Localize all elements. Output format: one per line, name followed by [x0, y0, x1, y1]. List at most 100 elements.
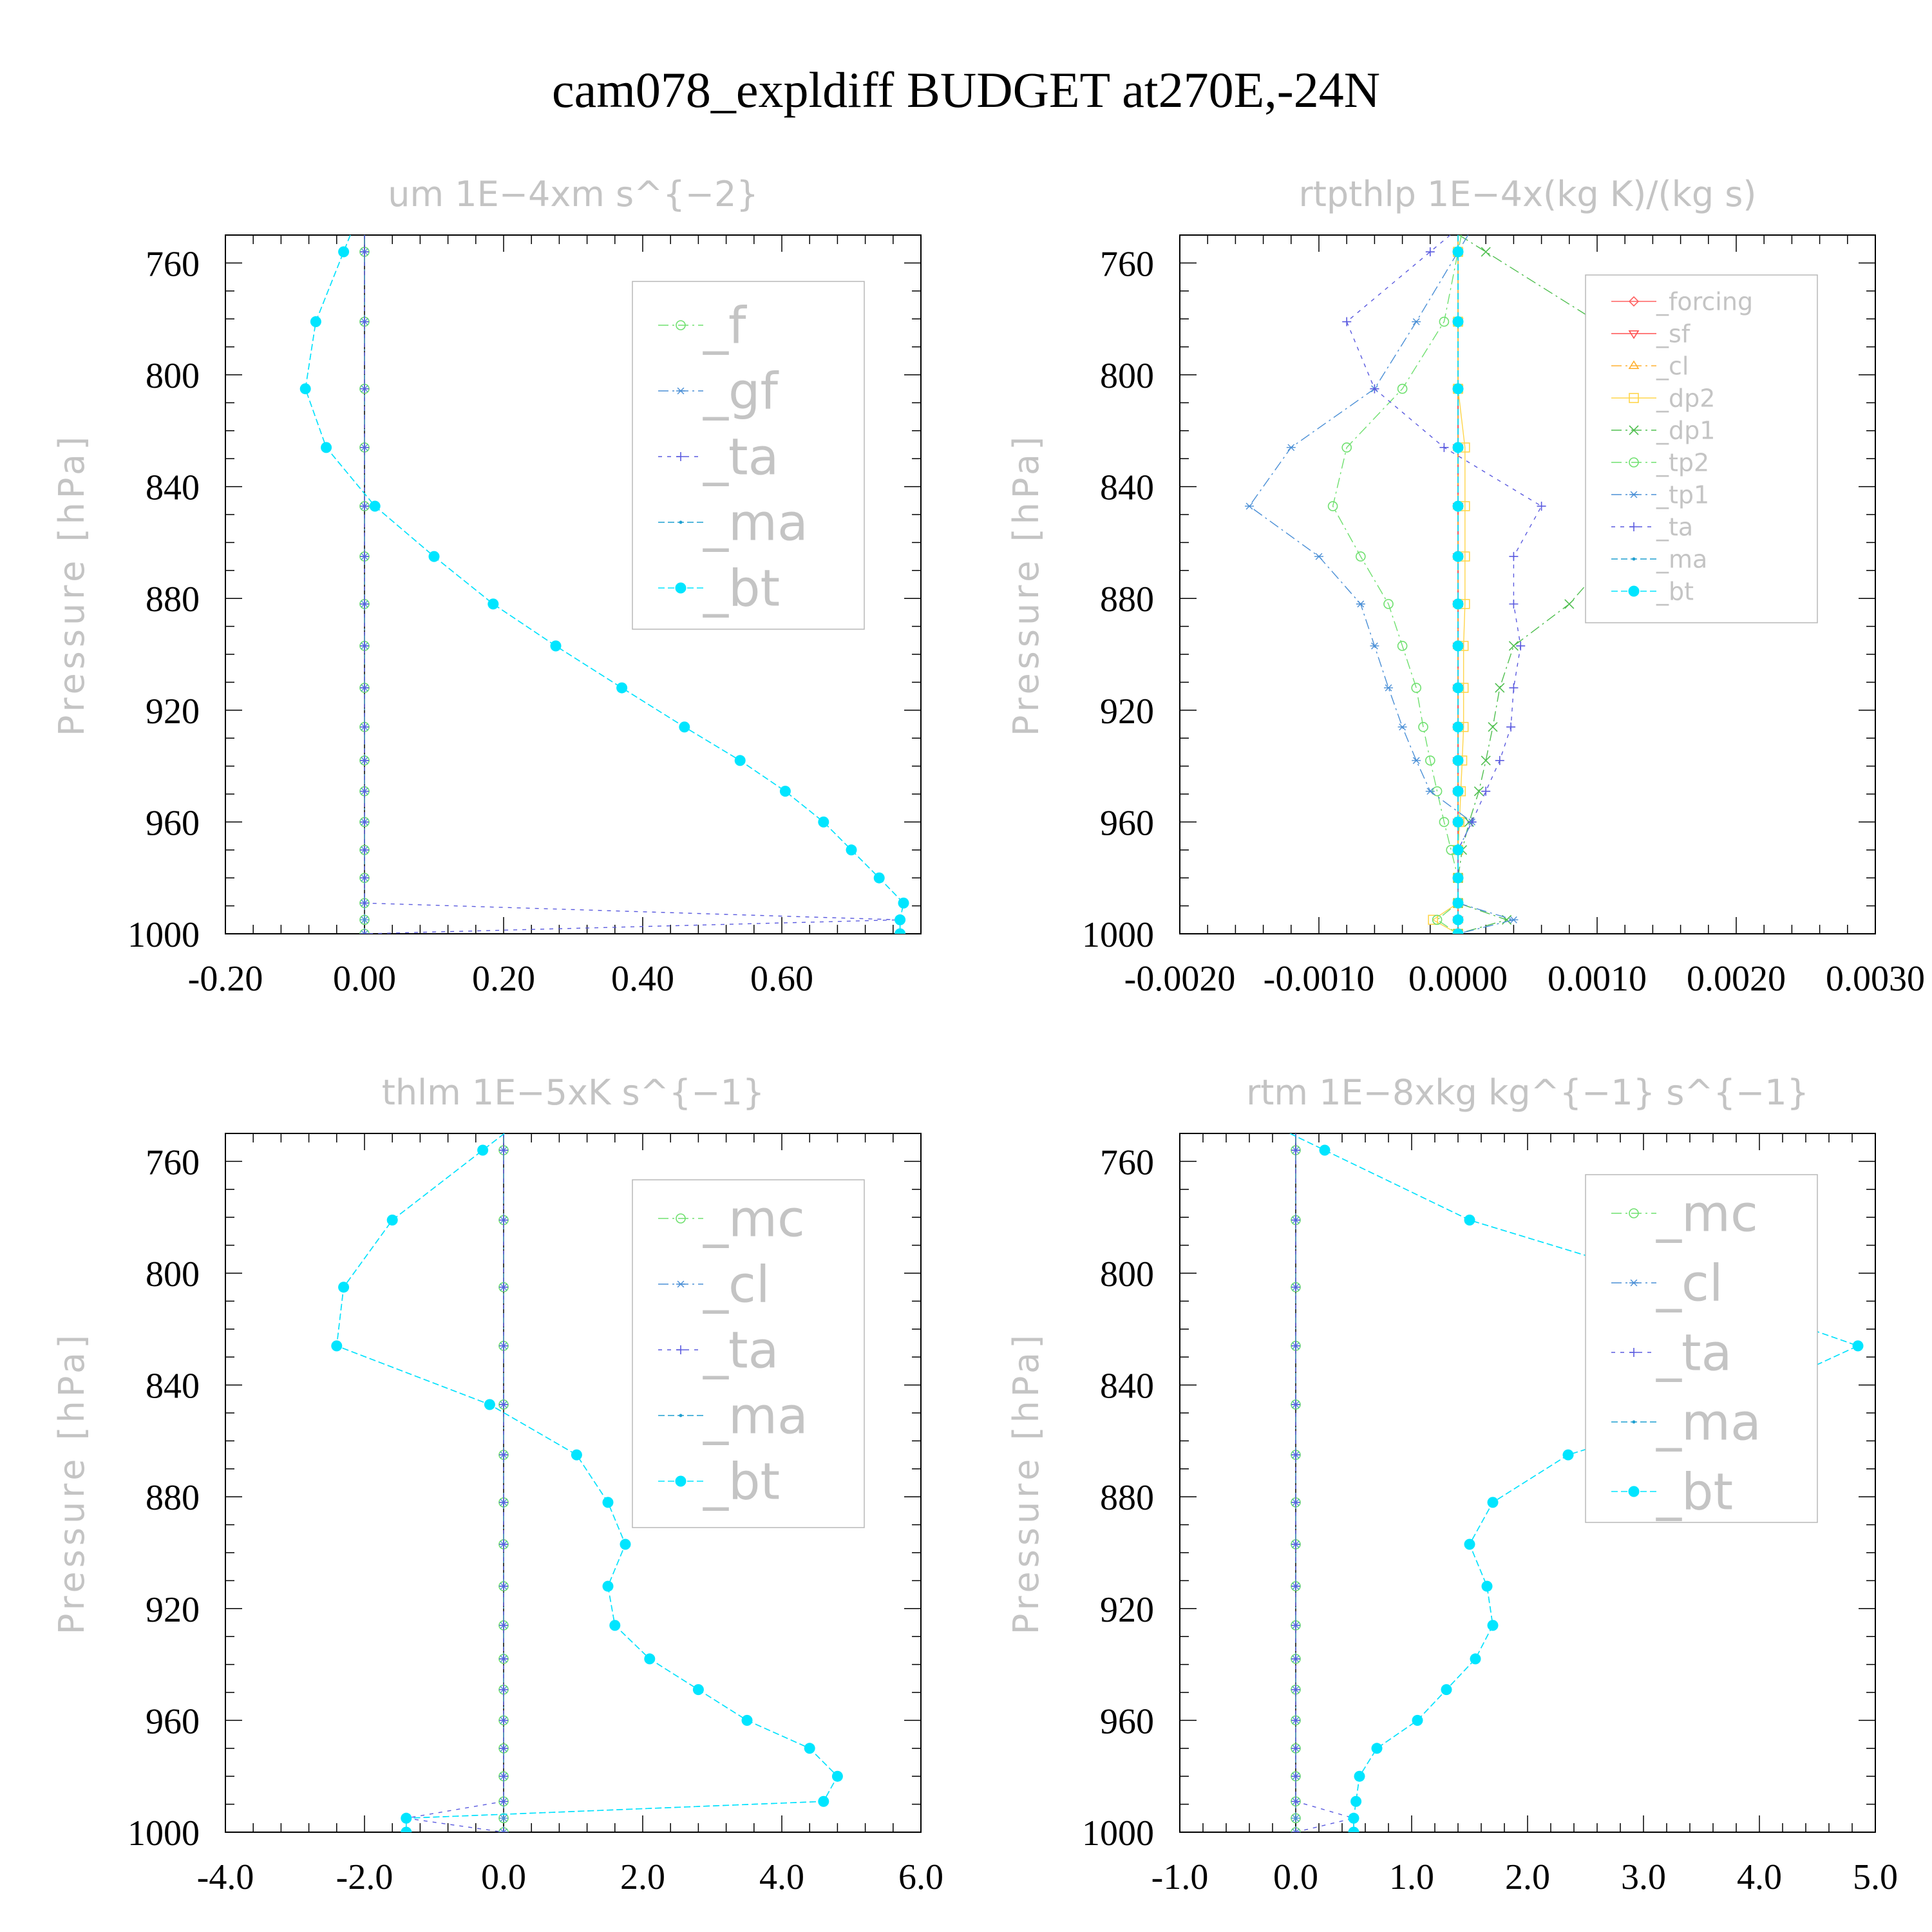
- legend-marker-point: [1629, 1208, 1639, 1218]
- legend-label: _bt: [703, 1453, 780, 1511]
- legend-label: _bt: [703, 560, 780, 618]
- x-tick-label: 3.0: [1621, 1857, 1666, 1897]
- series_ta-point: [1291, 1654, 1300, 1663]
- series_dp1-point: [1473, 786, 1484, 797]
- series_ta-point: [1425, 247, 1435, 257]
- series_bt-point: [1452, 640, 1464, 652]
- series_bt-point: [895, 928, 906, 934]
- series_tp2-point: [1439, 817, 1450, 828]
- series_ta-point: [360, 845, 369, 855]
- legend-label: _bt: [1656, 1463, 1733, 1521]
- x-tick-label: -2.0: [336, 1857, 393, 1897]
- legend-marker-point: [1632, 557, 1636, 561]
- series_ta-point: [499, 1215, 508, 1225]
- y-axis-label: Pressure [hPa]: [1006, 1331, 1046, 1634]
- series_gf-point: [360, 930, 369, 934]
- series_bt-point: [1452, 844, 1464, 856]
- series-line_tp2: [1332, 235, 1462, 934]
- series_ta-point: [1509, 683, 1519, 693]
- legend-box: [1585, 1174, 1818, 1523]
- legend-item: _mc: [658, 1190, 805, 1248]
- series_tp2-point: [1397, 641, 1408, 651]
- series-group: [299, 235, 909, 934]
- series_ta-point: [499, 1772, 508, 1781]
- panel-um: 760 800 840 880 920 960 1000-0.20 0.00 0.20 0.40 0…: [52, 174, 922, 999]
- series-line_ta: [1346, 235, 1542, 934]
- legend-item: _ta: [1611, 1324, 1732, 1382]
- x-tick-label: 4.0: [759, 1857, 804, 1897]
- legend-marker-point: [676, 452, 685, 461]
- legend-box: [632, 281, 865, 630]
- legend-marker-point: [679, 1414, 683, 1417]
- x-tick-label: 4.0: [1737, 1857, 1782, 1897]
- series_ta-point: [1291, 1620, 1300, 1630]
- x-tick-label: 0.0: [481, 1857, 526, 1897]
- legend-marker-point: [676, 1213, 686, 1224]
- legend-item: _mc: [1611, 1185, 1758, 1243]
- legend-label: _tp2: [1656, 448, 1709, 477]
- series_bt-point: [831, 1770, 843, 1782]
- series_ta-point: [499, 1743, 508, 1753]
- legend-item: _f: [658, 297, 747, 355]
- series_bt-point: [895, 914, 906, 925]
- series_dp1-point: [1481, 755, 1491, 766]
- series_ta-point: [1291, 1399, 1300, 1409]
- series_tp1-point: [1412, 318, 1421, 325]
- x-tick-label: 0.0: [1273, 1857, 1318, 1897]
- y-tick-label: 920: [1100, 1590, 1154, 1630]
- x-tick-label: 0.0010: [1548, 959, 1647, 999]
- series_bt-point: [804, 1743, 815, 1754]
- series_ta-point: [360, 817, 369, 827]
- series_ta-point: [360, 599, 369, 609]
- series_ta-point: [360, 442, 369, 452]
- legend-label: _ma: [1656, 545, 1707, 573]
- series_ta-point: [499, 1399, 508, 1409]
- series_bt-point: [1412, 1714, 1423, 1726]
- legend-label: _gf: [703, 363, 779, 421]
- series_bt-point: [734, 755, 746, 766]
- series_bt-point: [1452, 786, 1464, 797]
- legend-marker-point: [1628, 360, 1640, 369]
- series_ta-point: [360, 929, 369, 934]
- x-tick-label: 0.40: [611, 959, 674, 999]
- series_bt-point: [401, 1812, 412, 1824]
- series-line_tp1: [1249, 235, 1516, 934]
- legend-label: _ta: [1656, 513, 1693, 541]
- series_ta-point: [1516, 641, 1526, 650]
- y-tick-label: 920: [146, 1590, 200, 1630]
- series_dp1-point: [1488, 722, 1498, 732]
- series_ta-point: [499, 1654, 508, 1663]
- series_ta-point: [1291, 1743, 1300, 1753]
- series_ta-point: [499, 1828, 508, 1832]
- series_ta-point: [360, 247, 369, 257]
- series_bt-point: [1452, 755, 1464, 766]
- series_tp2-point: [1411, 683, 1421, 693]
- series_bt-point: [1348, 1812, 1359, 1824]
- series_ta-point: [1291, 1685, 1300, 1694]
- legend-label: _mc: [1656, 1185, 1758, 1243]
- series_bt-point: [1452, 721, 1464, 733]
- legend-label: _ma: [1656, 1394, 1761, 1452]
- panel-thlm: 760 800 840 880 920 960 1000 -4.0 -2.0 0.0 2.0 4.0 6…: [52, 1072, 943, 1897]
- x-tick-label: -0.0020: [1124, 959, 1236, 999]
- series_ta-point: [360, 683, 369, 693]
- series_bt-point: [369, 500, 381, 512]
- legend-item: _ma: [658, 494, 808, 552]
- series_ta-point: [360, 898, 369, 908]
- legend-label: _ma: [703, 494, 808, 552]
- legend-marker-point: [1628, 330, 1640, 339]
- series_ta-point: [499, 1620, 508, 1630]
- series_bt-point: [1452, 682, 1464, 694]
- legend-marker-point: [1629, 457, 1639, 468]
- plot-frame: [225, 234, 922, 934]
- legend-marker-point: [1632, 1420, 1636, 1424]
- legend-item: _ma: [1611, 545, 1707, 573]
- series_bt-point: [338, 246, 350, 258]
- series_cl-point: [499, 1828, 508, 1832]
- legend-box: [1585, 274, 1818, 623]
- series_cl-point: [499, 1814, 508, 1822]
- x-tick-label: 2.0: [1505, 1857, 1550, 1897]
- series_ta-point: [1291, 1215, 1300, 1225]
- legend-item: _ma: [658, 1387, 808, 1445]
- series_bt-point: [1452, 316, 1464, 328]
